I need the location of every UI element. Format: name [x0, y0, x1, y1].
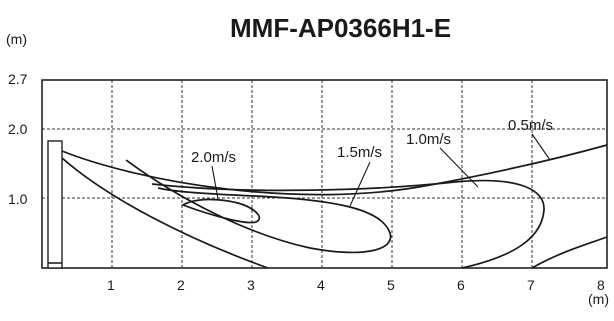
x-tick-label-3: 3	[247, 277, 255, 293]
velocity-curve-2-0	[181, 198, 261, 224]
plot-frame	[41, 79, 608, 269]
x-tick-label-7: 7	[527, 277, 535, 293]
label-0-5-ms: 0.5m/s	[508, 117, 553, 134]
velocity-curve-0-5	[61, 144, 608, 196]
label-2-0-ms: 2.0m/s	[191, 149, 236, 166]
x-tick-label-8: 8	[597, 277, 605, 293]
x-tick-label-4: 4	[317, 277, 325, 293]
leader-2-0	[211, 165, 219, 200]
velocity-curve-0-5-floor	[531, 236, 608, 269]
diagram-title: MMF-AP0366H1-E	[230, 13, 451, 43]
y-axis-unit: (m)	[6, 31, 27, 47]
x-tick-label-6: 6	[457, 277, 465, 293]
y-tick-label-2-7: 2.7	[8, 71, 28, 87]
leader-1-0	[439, 147, 479, 188]
label-1-0-ms: 1.0m/s	[406, 131, 451, 148]
x-tick-label-2: 2	[177, 277, 185, 293]
leader-1-5	[349, 161, 371, 207]
x-tick-label-5: 5	[387, 277, 395, 293]
indoor-unit	[47, 140, 63, 269]
velocity-curve-0-5-lower	[61, 157, 269, 269]
x-axis-unit: (m)	[588, 291, 609, 307]
y-tick-label-1-0: 1.0	[8, 191, 28, 207]
label-1-5-ms: 1.5m/s	[337, 144, 382, 161]
velocity-curve-1-5	[125, 159, 392, 254]
y-tick-label-2-0: 2.0	[8, 121, 28, 137]
x-tick-label-1: 1	[107, 277, 115, 293]
velocity-curve-1-0	[151, 179, 545, 269]
leader-0-5	[531, 133, 551, 161]
